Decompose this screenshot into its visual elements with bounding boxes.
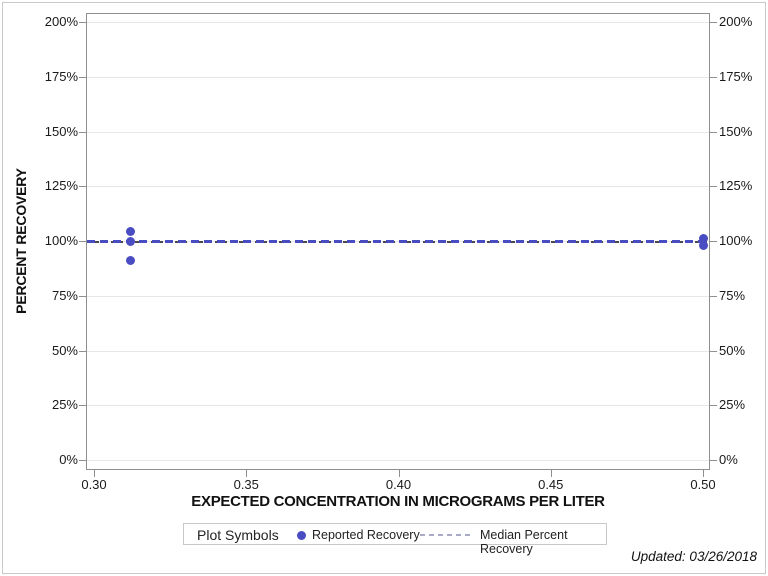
y-tick-left	[79, 22, 86, 23]
y-tick-label-right: 150%	[719, 123, 753, 139]
y-gridline	[87, 405, 709, 407]
y-tick-label-left: 150%	[44, 123, 78, 139]
y-tick-right	[710, 131, 717, 133]
y-tick-label-right: 0%	[719, 452, 738, 467]
y-tick-left	[79, 460, 86, 461]
x-tick-label: 0.30	[81, 477, 107, 492]
y-tick-right	[710, 22, 717, 23]
y-tick-label-right: 125%	[719, 178, 753, 194]
y-tick-label-right: 25%	[719, 397, 746, 413]
data-point	[126, 226, 136, 236]
data-point	[126, 236, 136, 246]
reported-recovery-series-line	[87, 240, 711, 243]
y-tick-label-right: 200%	[719, 14, 753, 29]
y-tick-left	[79, 186, 86, 188]
y-tick-label-right: 100%	[719, 233, 753, 248]
y-tick-right	[710, 350, 717, 352]
y-gridline	[87, 350, 709, 352]
y-tick-label-left: 75%	[51, 287, 78, 303]
footnote-updated-date: Updated: 03/26/2018	[630, 549, 757, 564]
y-tick-label-left: 100%	[44, 233, 78, 248]
y-tick-label-left: 0%	[59, 452, 78, 467]
y-tick-right	[710, 76, 717, 78]
x-tick	[550, 470, 552, 477]
x-tick-label: 0.50	[690, 477, 716, 492]
y-tick-left	[79, 131, 86, 133]
y-tick-label-left: 25%	[51, 397, 78, 413]
data-point	[126, 256, 136, 266]
y-tick-label-right: 75%	[719, 287, 746, 303]
y-tick-left	[79, 405, 86, 407]
y-gridline	[87, 131, 709, 133]
x-tick-label: 0.35	[233, 477, 259, 492]
y-tick-right	[710, 405, 717, 407]
x-axis-title: EXPECTED CONCENTRATION IN MICROGRAMS PER…	[191, 493, 605, 510]
y-tick-left	[79, 241, 86, 242]
y-gridline	[87, 295, 709, 297]
y-tick-left	[79, 76, 86, 78]
y-tick-right	[710, 241, 717, 242]
plot-area	[86, 13, 711, 470]
y-gridline	[87, 186, 709, 188]
x-tick-label: 0.40	[385, 477, 412, 492]
y-tick-left	[79, 350, 86, 352]
x-tick	[246, 470, 248, 477]
legend-marker-dashed-line-icon	[420, 534, 472, 536]
legend-title: Plot Symbols	[197, 527, 279, 543]
x-tick	[703, 470, 704, 477]
data-point	[698, 234, 708, 244]
y-tick-label-left: 175%	[44, 68, 78, 84]
legend-marker-circle-icon	[297, 531, 306, 540]
y-gridline	[87, 76, 709, 78]
y-tick-label-left: 50%	[51, 342, 78, 358]
y-tick-left	[79, 295, 86, 297]
y-gridline	[87, 460, 709, 461]
data-point	[698, 240, 708, 250]
y-tick-label-right: 50%	[719, 342, 746, 358]
y-tick-right	[710, 186, 717, 188]
y-tick-right	[710, 295, 717, 297]
y-tick-label-left: 200%	[44, 14, 78, 29]
y-tick-label-right: 175%	[719, 68, 753, 84]
y-tick-right	[710, 460, 717, 461]
y-tick-label-left: 125%	[44, 178, 78, 194]
y-gridline	[87, 22, 709, 23]
x-tick	[398, 470, 400, 477]
legend: Plot Symbols Reported Recovery Median Pe…	[183, 523, 607, 556]
legend-label-median-percent-recovery: Median Percent Recovery	[480, 528, 568, 556]
x-tick-label: 0.45	[538, 477, 564, 492]
x-tick	[94, 470, 95, 477]
legend-label-reported-recovery: Reported Recovery	[312, 528, 420, 542]
